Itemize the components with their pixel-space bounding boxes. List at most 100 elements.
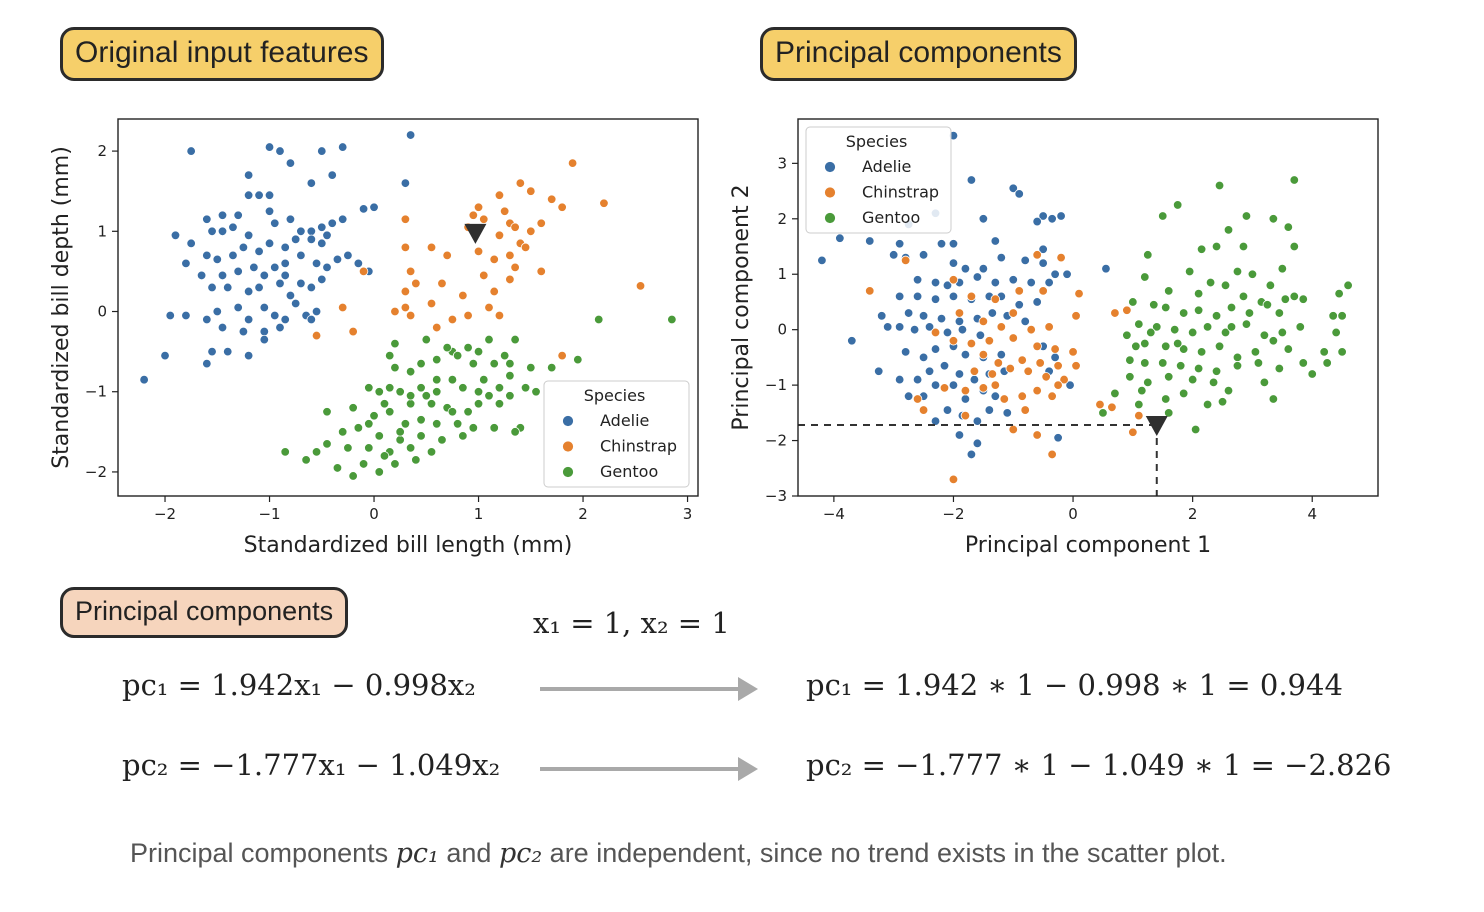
legend-swatch-gentoo (562, 466, 574, 478)
point-chinstrap (311, 330, 322, 341)
point-chinstrap (1074, 288, 1084, 299)
point-chinstrap (458, 290, 468, 301)
point-chinstrap (1020, 405, 1030, 415)
point-adelie (894, 291, 905, 302)
point-chinstrap (1032, 250, 1042, 260)
point-adelie (1020, 255, 1030, 266)
point-gentoo (447, 407, 458, 417)
point-gentoo (1253, 358, 1264, 368)
point-gentoo (1134, 319, 1144, 329)
point-gentoo (447, 374, 458, 385)
point-adelie (835, 233, 845, 243)
point-adelie (280, 314, 290, 325)
point-chinstrap (1026, 324, 1036, 335)
point-gentoo (1178, 344, 1189, 354)
point-adelie (207, 346, 217, 357)
point-adelie (223, 346, 233, 357)
point-adelie (296, 250, 306, 261)
y-tick-label: −3 (765, 487, 787, 505)
point-adelie (1038, 258, 1048, 268)
point-adelie (948, 291, 959, 302)
legend-swatch-chinstrap (562, 440, 574, 453)
point-adelie (1038, 211, 1048, 221)
point-chinstrap (1008, 308, 1018, 318)
legend-swatch-adelie (562, 415, 574, 427)
y-tick-label: 1 (97, 222, 107, 240)
point-adelie (337, 142, 348, 152)
point-chinstrap (447, 314, 458, 325)
point-adelie (894, 322, 905, 332)
legend-label-gentoo: Gentoo (862, 208, 920, 227)
pc1-formula: pc₁ = 1.942x₁ − 0.998x₂ (122, 668, 476, 702)
point-gentoo (385, 350, 395, 361)
point-adelie (202, 358, 212, 369)
point-adelie (874, 366, 884, 376)
point-gentoo (1262, 300, 1273, 310)
point-adelie (306, 178, 317, 188)
point-adelie (358, 204, 369, 214)
point-gentoo (1164, 408, 1174, 418)
point-adelie (306, 282, 317, 293)
point-adelie (1065, 380, 1075, 390)
point-chinstrap (479, 270, 489, 281)
point-adelie (877, 311, 887, 321)
caption-part-2: and (438, 838, 499, 868)
point-chinstrap (990, 380, 1001, 390)
legend: Species Adelie Chinstrap Gentoo (805, 126, 952, 234)
point-chinstrap (993, 358, 1004, 368)
point-gentoo (494, 399, 505, 409)
point-gentoo (432, 419, 442, 429)
point-adelie (264, 206, 275, 216)
point-chinstrap (635, 281, 646, 291)
point-gentoo (416, 358, 426, 369)
point-adelie (275, 146, 285, 156)
point-gentoo (1241, 319, 1252, 329)
point-adelie (978, 263, 989, 274)
point-adelie (957, 324, 968, 335)
point-adelie (243, 350, 254, 361)
point-chinstrap (437, 278, 447, 289)
point-chinstrap (948, 336, 959, 346)
point-gentoo (1220, 280, 1231, 291)
point-gentoo (332, 463, 343, 473)
point-gentoo (1164, 372, 1174, 382)
point-gentoo (1226, 322, 1237, 332)
input-values: x₁ = 1, x₂ = 1 (533, 606, 730, 640)
point-gentoo (1131, 341, 1141, 352)
point-gentoo (1125, 372, 1135, 382)
point-adelie (1002, 408, 1012, 418)
point-adelie (264, 238, 275, 249)
point-gentoo (1164, 286, 1174, 296)
point-adelie (327, 218, 337, 228)
point-gentoo (1202, 322, 1213, 332)
point-gentoo (405, 399, 416, 409)
point-gentoo (1319, 347, 1329, 357)
point-gentoo (358, 459, 369, 469)
legend-title: Species (584, 386, 646, 405)
point-chinstrap (400, 302, 411, 313)
y-tick-label: 2 (97, 142, 107, 160)
point-gentoo (374, 431, 384, 441)
example-point-marker (464, 223, 487, 244)
point-adelie (1050, 269, 1060, 279)
point-adelie (865, 236, 875, 246)
legend-swatch-gentoo (824, 212, 836, 224)
point-chinstrap (400, 242, 411, 253)
point-chinstrap (484, 302, 494, 313)
point-adelie (243, 286, 254, 297)
point-adelie (264, 142, 275, 152)
point-adelie (270, 262, 280, 273)
point-chinstrap (557, 350, 567, 361)
point-chinstrap (1014, 286, 1024, 296)
point-gentoo (1334, 288, 1344, 299)
point-adelie (847, 336, 857, 346)
point-gentoo (1259, 377, 1270, 388)
point-gentoo (489, 358, 499, 369)
point-gentoo (364, 419, 374, 429)
point-adelie (238, 326, 249, 337)
pc1-arrow (540, 677, 758, 701)
point-adelie (942, 327, 953, 338)
point-adelie (285, 290, 296, 301)
point-gentoo (1268, 336, 1279, 346)
point-chinstrap (405, 310, 416, 321)
